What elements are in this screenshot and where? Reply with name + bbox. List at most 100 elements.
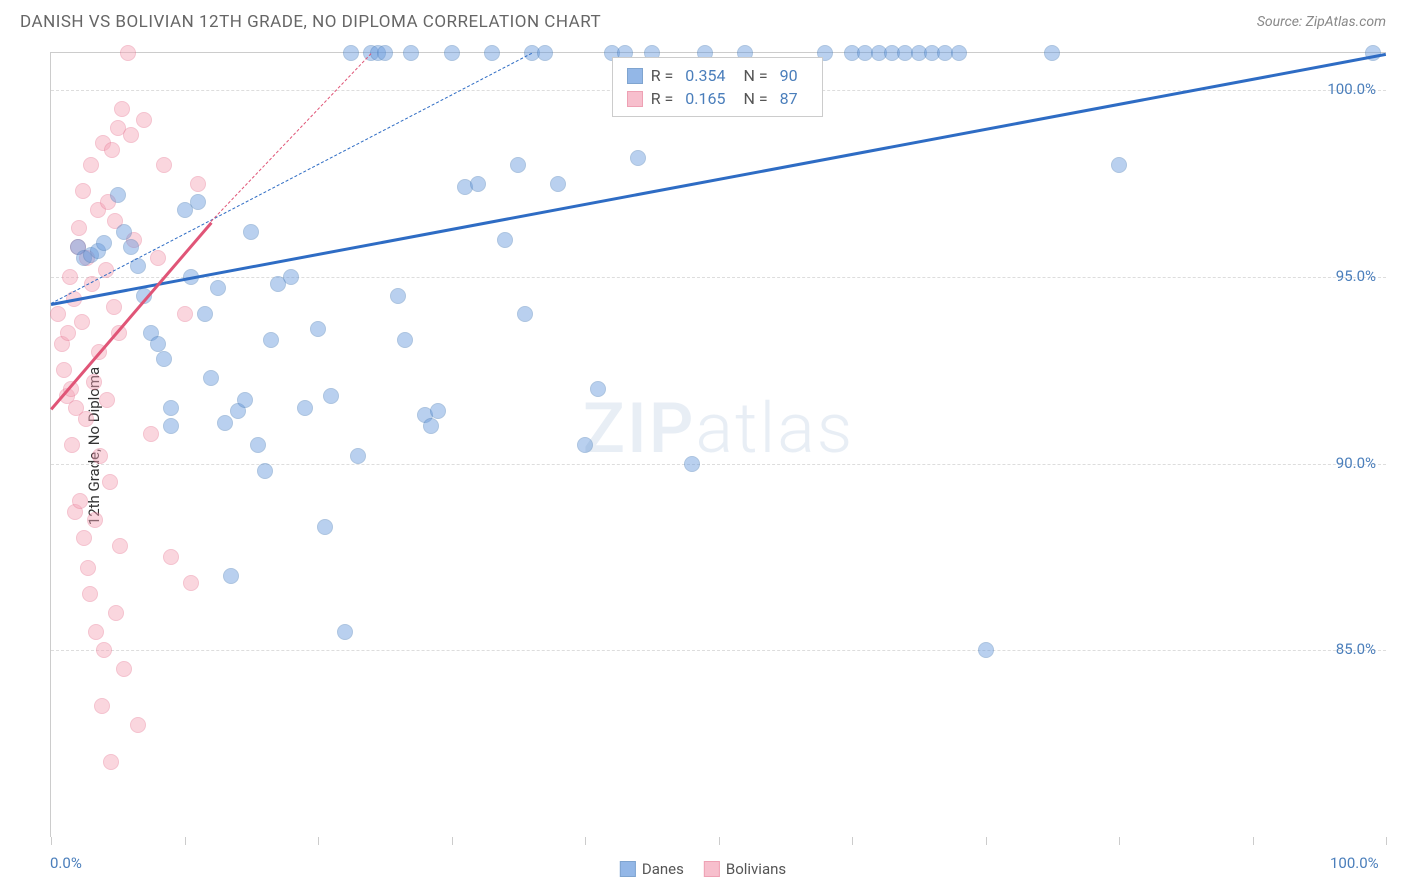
scatter-point [94,698,110,714]
scatter-point [110,187,126,203]
scatter-point [550,176,566,192]
scatter-point [150,250,166,266]
scatter-point [72,493,88,509]
scatter-point [56,362,72,378]
scatter-point [183,575,199,591]
scatter-point [978,642,994,658]
scatter-point [210,280,226,296]
scatter-point [403,45,419,61]
scatter-point [50,306,66,322]
scatter-point [62,269,78,285]
scatter-point [116,224,132,240]
scatter-point [323,388,339,404]
scatter-point [143,426,159,442]
scatter-point [630,150,646,166]
scatter-point [80,560,96,576]
scatter-point [470,176,486,192]
scatter-point [104,142,120,158]
y-tick-label: 100.0% [1327,80,1376,98]
scatter-point [83,157,99,173]
scatter-point [103,754,119,770]
scatter-point [71,220,87,236]
y-tick-label: 95.0% [1336,267,1376,285]
scatter-point [163,400,179,416]
scatter-point [99,392,115,408]
gridline [51,650,1386,651]
scatter-point [684,456,700,472]
legend-swatch [627,68,643,84]
scatter-point [497,232,513,248]
scatter-point [350,448,366,464]
scatter-point [123,127,139,143]
scatter-point [1111,157,1127,173]
scatter-point [951,45,967,61]
scatter-point [577,437,593,453]
legend-swatch [620,861,636,877]
scatter-point [223,568,239,584]
scatter-point [297,400,313,416]
scatter-point [156,157,172,173]
legend-series-label: Bolivians [726,860,786,878]
chart-plot-area: R =0.354N =90R =0.165N =87 ZIPatlas [50,52,1386,837]
scatter-point [310,321,326,337]
scatter-point [112,538,128,554]
scatter-point [74,314,90,330]
gridline [51,464,1386,465]
scatter-point [197,306,213,322]
gridline [51,277,1386,278]
x-tick [318,837,319,845]
scatter-point [108,605,124,621]
scatter-point [96,235,112,251]
scatter-point [64,437,80,453]
x-tick-label: 100.0% [1330,854,1379,872]
scatter-point [136,112,152,128]
scatter-point [150,336,166,352]
chart-source: Source: ZipAtlas.com [1257,14,1386,30]
chart-title: DANISH VS BOLIVIAN 12TH GRADE, NO DIPLOM… [20,12,601,32]
x-tick [585,837,586,845]
y-tick-label: 85.0% [1336,640,1376,658]
scatter-point [250,437,266,453]
legend-swatch [704,861,720,877]
scatter-point [343,45,359,61]
x-tick [852,837,853,845]
scatter-point [163,549,179,565]
scatter-point [130,717,146,733]
scatter-point [102,474,118,490]
scatter-point [190,176,206,192]
scatter-point [120,45,136,61]
legend-series-label: Danes [642,860,684,878]
scatter-point [263,332,279,348]
scatter-point [116,661,132,677]
stats-legend-row: R =0.165N =87 [627,87,808,110]
scatter-point [390,288,406,304]
stats-legend-row: R =0.354N =90 [627,64,808,87]
x-tick [452,837,453,845]
scatter-point [78,411,94,427]
legend-swatch [627,91,643,107]
scatter-point [317,519,333,535]
legend-r-label: R = [651,89,674,108]
x-tick [1386,837,1387,845]
scatter-point [1044,45,1060,61]
scatter-point [114,101,130,117]
scatter-point [106,299,122,315]
x-tick [1119,837,1120,845]
scatter-point [190,194,206,210]
scatter-point [337,624,353,640]
legend-n-label: N = [743,89,767,108]
legend-n-value: 87 [780,89,798,108]
scatter-point [517,306,533,322]
trend-dash [211,53,372,222]
scatter-point [75,183,91,199]
scatter-point [444,45,460,61]
scatter-point [123,239,139,255]
scatter-point [86,374,102,390]
legend-n-label: N = [743,66,767,85]
scatter-point [92,448,108,464]
scatter-point [590,381,606,397]
scatter-point [88,624,104,640]
scatter-point [257,463,273,479]
y-tick-label: 90.0% [1336,454,1376,472]
scatter-point [243,224,259,240]
